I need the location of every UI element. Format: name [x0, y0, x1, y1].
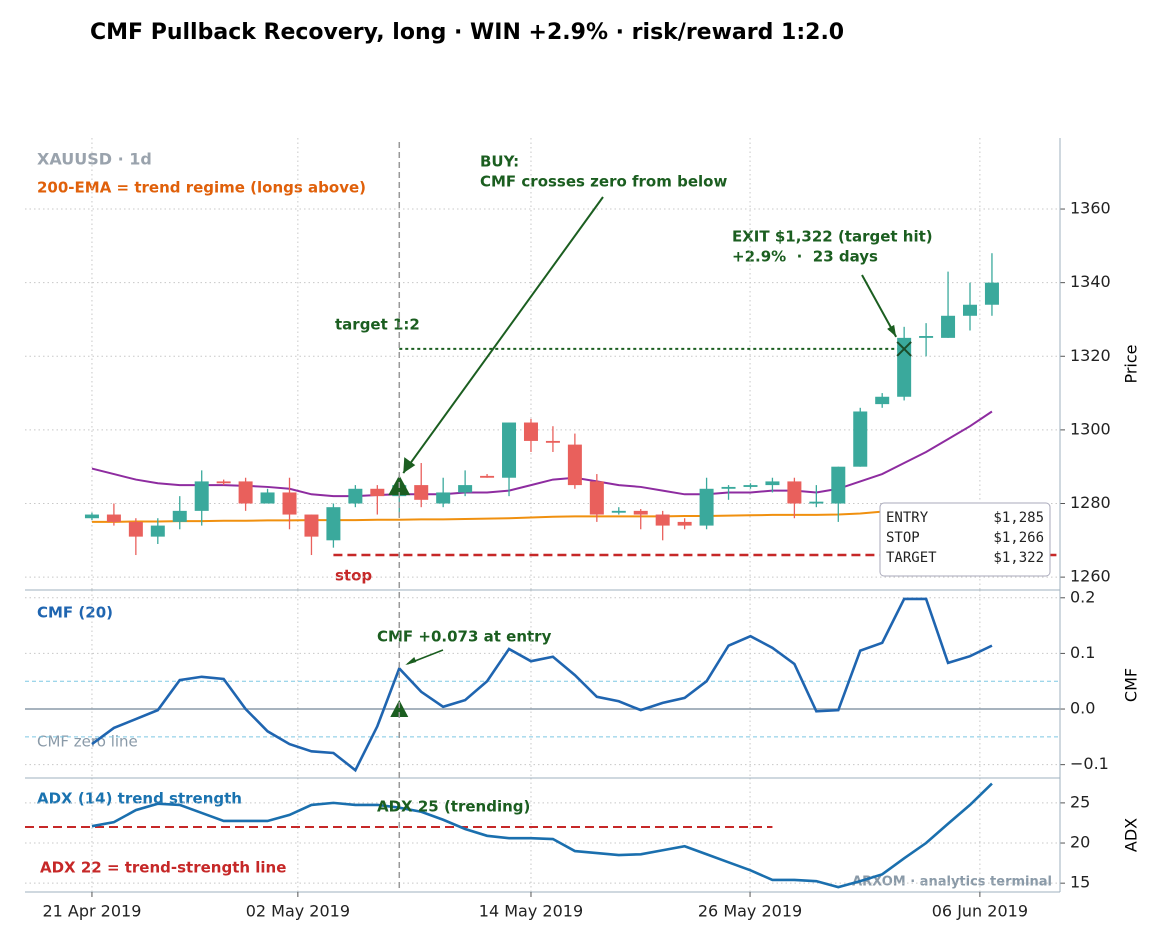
y-tick-label: −0.1 [1070, 754, 1109, 773]
candle-body [523, 422, 538, 441]
arrow [402, 196, 604, 474]
entry-marker [390, 700, 409, 718]
candle-body [633, 510, 648, 515]
level-value: $1,322 [993, 550, 1044, 566]
candle-body [370, 488, 385, 497]
annotation: BUY: [480, 153, 519, 171]
annotation: +2.9% · 23 days [732, 248, 878, 266]
y-tick-label: 25 [1070, 792, 1090, 811]
candle-body [831, 466, 846, 504]
y-tick-label: 1300 [1070, 419, 1111, 438]
candle-body [787, 481, 802, 504]
y-tick-label: 1260 [1070, 567, 1111, 586]
candle-body [414, 485, 429, 500]
annotation: ADX 22 = trend-strength line [40, 859, 286, 877]
arrowhead [403, 457, 416, 474]
arrowhead [405, 657, 417, 665]
candle-body [699, 488, 714, 526]
x-tick-label: 14 May 2019 [479, 902, 583, 921]
annotation: stop [335, 567, 372, 585]
candle-body [897, 337, 912, 397]
subtitle: XAUUSD · 1d [37, 150, 152, 169]
level-name: ENTRY [886, 510, 929, 526]
y-tick-label: 1320 [1070, 346, 1111, 365]
y-tick-label: 0.1 [1070, 643, 1095, 662]
annotation: CMF crosses zero from below [480, 173, 727, 191]
candle-body [545, 440, 560, 443]
level-value: $1,285 [993, 510, 1044, 526]
x-tick-label: 21 Apr 2019 [42, 902, 141, 921]
annotation: ADX 25 (trending) [377, 798, 530, 816]
y-tick-label: 1280 [1070, 493, 1111, 512]
y-tick-label: 1360 [1070, 199, 1111, 218]
candle-body [480, 475, 495, 478]
candle-body [238, 481, 253, 504]
annotation: target 1:2 [335, 316, 420, 334]
candle-body [984, 282, 999, 305]
y-tick-label: 20 [1070, 833, 1090, 852]
candle-body [875, 396, 890, 405]
candle-body [941, 315, 956, 338]
annotation: CMF +0.073 at entry [377, 628, 552, 646]
candle-body [436, 492, 451, 504]
level-value: $1,266 [993, 530, 1044, 546]
line-series [91, 502, 993, 523]
x-tick-label: 06 Jun 2019 [932, 902, 1028, 921]
candle-body [304, 514, 319, 537]
panel-title: ADX (14) trend strength [37, 790, 242, 808]
y-tick-label: 0.0 [1070, 699, 1095, 718]
axis-label: CMF [1122, 668, 1141, 702]
candle-body [84, 514, 99, 519]
candle-body [853, 411, 868, 467]
annotation: EXIT $1,322 (target hit) [732, 228, 933, 246]
candle-body [172, 510, 187, 522]
level-name: TARGET [886, 550, 937, 566]
chart-title: CMF Pullback Recovery, long · WIN +2.9% … [90, 20, 844, 45]
candle-body [919, 336, 934, 338]
candle-body [655, 514, 670, 526]
axis-label: Price [1122, 344, 1141, 383]
candle-body [150, 525, 165, 537]
annotation: CMF zero line [37, 733, 138, 751]
arrowhead [887, 324, 897, 337]
panel-title: CMF (20) [37, 604, 113, 622]
candle-body [721, 486, 736, 489]
arrow [861, 274, 898, 338]
candle-body [194, 481, 209, 511]
x-tick-label: 02 May 2019 [246, 902, 350, 921]
candle-body [589, 481, 604, 515]
candle-body [282, 492, 297, 515]
line-series [91, 782, 993, 889]
y-tick-label: 15 [1070, 873, 1090, 892]
watermark: ARXOM · analytics terminal [852, 875, 1052, 890]
candle-body [260, 492, 275, 504]
x-tick-label: 26 May 2019 [698, 902, 802, 921]
exit-marker [896, 341, 912, 357]
candle-body [567, 444, 582, 486]
legend-entry: 200-EMA = trend regime (longs above) [37, 179, 366, 197]
candle-body [348, 488, 363, 504]
candle-body [677, 521, 692, 526]
candle-body [502, 422, 517, 478]
candle-body [611, 510, 626, 513]
axis-label: ADX [1122, 818, 1141, 852]
candle-body [963, 304, 977, 316]
candle-body [216, 481, 231, 484]
line-series [91, 597, 993, 773]
candle-body [765, 481, 780, 486]
y-tick-label: 0.2 [1070, 587, 1095, 606]
candle-body [809, 501, 824, 504]
candle-body [128, 521, 143, 537]
y-tick-label: 1340 [1070, 272, 1111, 291]
candle-body [106, 514, 121, 522]
candle-body [326, 507, 341, 541]
candle-body [743, 485, 758, 487]
level-box [879, 502, 1051, 577]
candle-body [458, 485, 473, 493]
level-name: STOP [886, 530, 920, 546]
marks: 1260 1280 1300 1320 1340 1360 Price ENTRY $1,285… [25, 138, 1141, 921]
